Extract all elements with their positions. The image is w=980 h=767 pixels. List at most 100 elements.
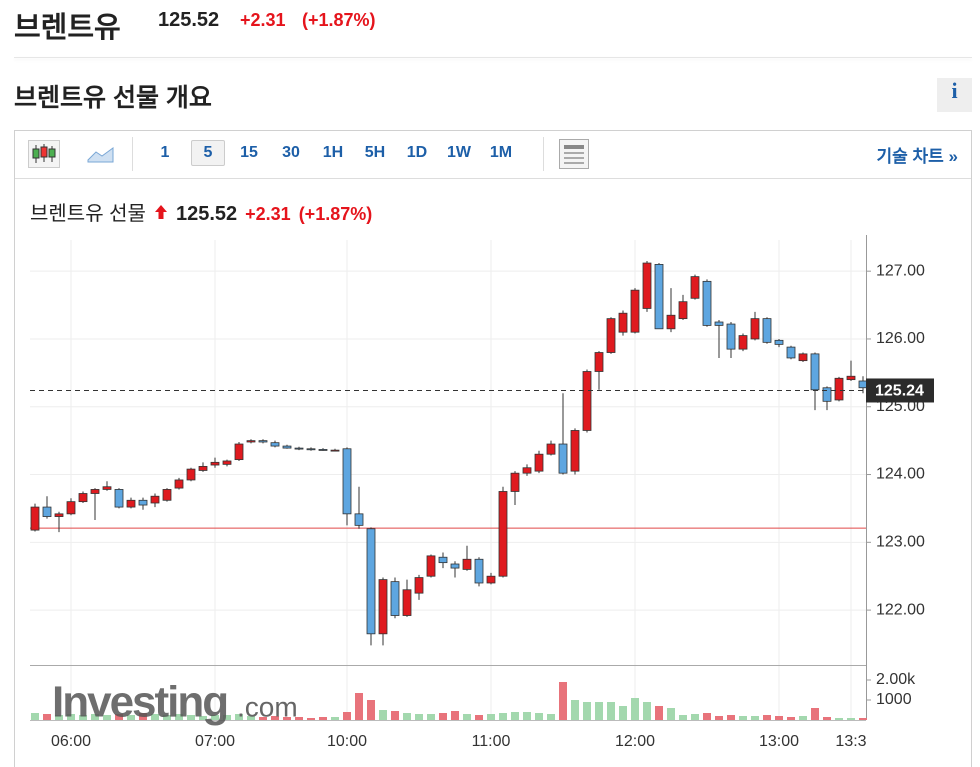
candle-body: [606, 318, 616, 353]
technical-chart-link[interactable]: 기술 차트 »: [876, 147, 958, 166]
volume-bar: [247, 716, 255, 720]
volume-tick-label: 1000: [876, 691, 912, 708]
volume-bar: [643, 702, 651, 720]
candle-body: [282, 445, 292, 449]
change: +2.31: [240, 10, 286, 30]
volume-bar: [259, 717, 267, 720]
candle-body: [558, 443, 568, 474]
candle-body: [378, 579, 388, 635]
volume-bar: [571, 700, 579, 720]
candle-body: [54, 513, 64, 517]
volume-bar: [211, 715, 219, 720]
volume-bar: [487, 714, 495, 720]
line-icon[interactable]: [86, 142, 116, 166]
volume-bar: [463, 714, 471, 720]
candle-body: [294, 447, 304, 450]
candle-body: [90, 489, 100, 494]
candle-body: [798, 353, 808, 362]
candle-body: [30, 506, 40, 531]
interval-button[interactable]: 1M: [489, 144, 513, 161]
volume-bar: [847, 718, 855, 720]
volume-bar: [235, 714, 243, 720]
volume-bar: [187, 715, 195, 720]
interval-button[interactable]: 1W: [447, 144, 471, 161]
y-tick-label: 122.00: [876, 601, 925, 618]
volume-bar: [835, 718, 843, 720]
candle-body: [642, 262, 652, 309]
chart-title: 브렌트유 선물: [30, 203, 146, 225]
candle-body: [666, 314, 676, 330]
candle-body: [570, 430, 580, 472]
candle-body: [774, 339, 784, 345]
chart-change: +2.31: [245, 204, 291, 224]
volume-bar: [499, 713, 507, 720]
volume-bar: [91, 714, 99, 720]
candle-body: [126, 499, 136, 508]
volume-bar: [775, 716, 783, 720]
candle-body: [750, 318, 760, 340]
volume-bar: [151, 714, 159, 720]
interval-button[interactable]: 5: [191, 140, 225, 166]
interval-button[interactable]: 1H: [322, 144, 344, 161]
candle-body: [654, 264, 664, 330]
volume-bar: [751, 716, 759, 720]
y-tick-label: 127.00: [876, 262, 925, 279]
chart-quote: 브렌트유 선물 125.52 +2.31 (+1.87%): [30, 197, 372, 226]
candle-body: [474, 558, 484, 584]
volume-bar: [403, 713, 411, 720]
candle-body: [846, 375, 856, 381]
info-button[interactable]: i: [937, 78, 972, 112]
candle-body: [462, 558, 472, 570]
candle-body: [318, 449, 328, 451]
volume-bar: [79, 715, 87, 720]
volume-bar: [679, 715, 687, 720]
candle-body: [678, 301, 688, 320]
volume-tick-label: 2.00k: [876, 671, 916, 688]
volume-bar: [811, 708, 819, 720]
x-tick-label: 10:00: [327, 733, 367, 750]
volume-bar: [427, 714, 435, 720]
candle-body: [258, 440, 268, 443]
candle-body: [858, 380, 868, 389]
candle-body: [354, 513, 364, 526]
volume-bar: [595, 702, 603, 720]
candle-body: [222, 460, 232, 465]
candle-body: [342, 448, 352, 515]
interval-button[interactable]: 15: [240, 144, 258, 161]
volume-bar: [67, 714, 75, 720]
candle-body: [594, 352, 604, 372]
chart-frame: [14, 130, 972, 767]
volume-bar: [523, 712, 531, 720]
interval-button[interactable]: 30: [282, 144, 300, 161]
change-pct: (+1.87%): [302, 10, 376, 30]
candle-body: [186, 468, 196, 481]
volume-bar: [451, 711, 459, 720]
volume-bar: [547, 714, 555, 720]
volume-bar: [763, 715, 771, 720]
interval-button[interactable]: 1: [160, 144, 170, 161]
last-value-label: 125.24: [875, 383, 924, 400]
separator: [14, 57, 972, 58]
candle-icon[interactable]: [28, 140, 60, 168]
volume-bar: [439, 713, 447, 720]
layout-icon[interactable]: [558, 138, 590, 170]
candle-body: [270, 442, 280, 447]
volume-bar: [379, 710, 387, 720]
volume-bar: [55, 715, 63, 720]
candle-body: [306, 448, 316, 451]
volume-bar: [127, 715, 135, 720]
candle-body: [174, 479, 184, 489]
candle-body: [114, 489, 124, 508]
volume-bar: [271, 716, 279, 720]
candle-body: [78, 493, 88, 503]
candle-body: [738, 335, 748, 350]
interval-button[interactable]: 1D: [406, 144, 428, 161]
candle-body: [102, 486, 112, 490]
interval-button[interactable]: 5H: [364, 144, 386, 161]
volume-bar: [535, 713, 543, 720]
volume-bar: [583, 702, 591, 720]
candle-body: [390, 581, 400, 616]
volume-bar: [319, 717, 327, 720]
volume-bar: [655, 706, 663, 720]
